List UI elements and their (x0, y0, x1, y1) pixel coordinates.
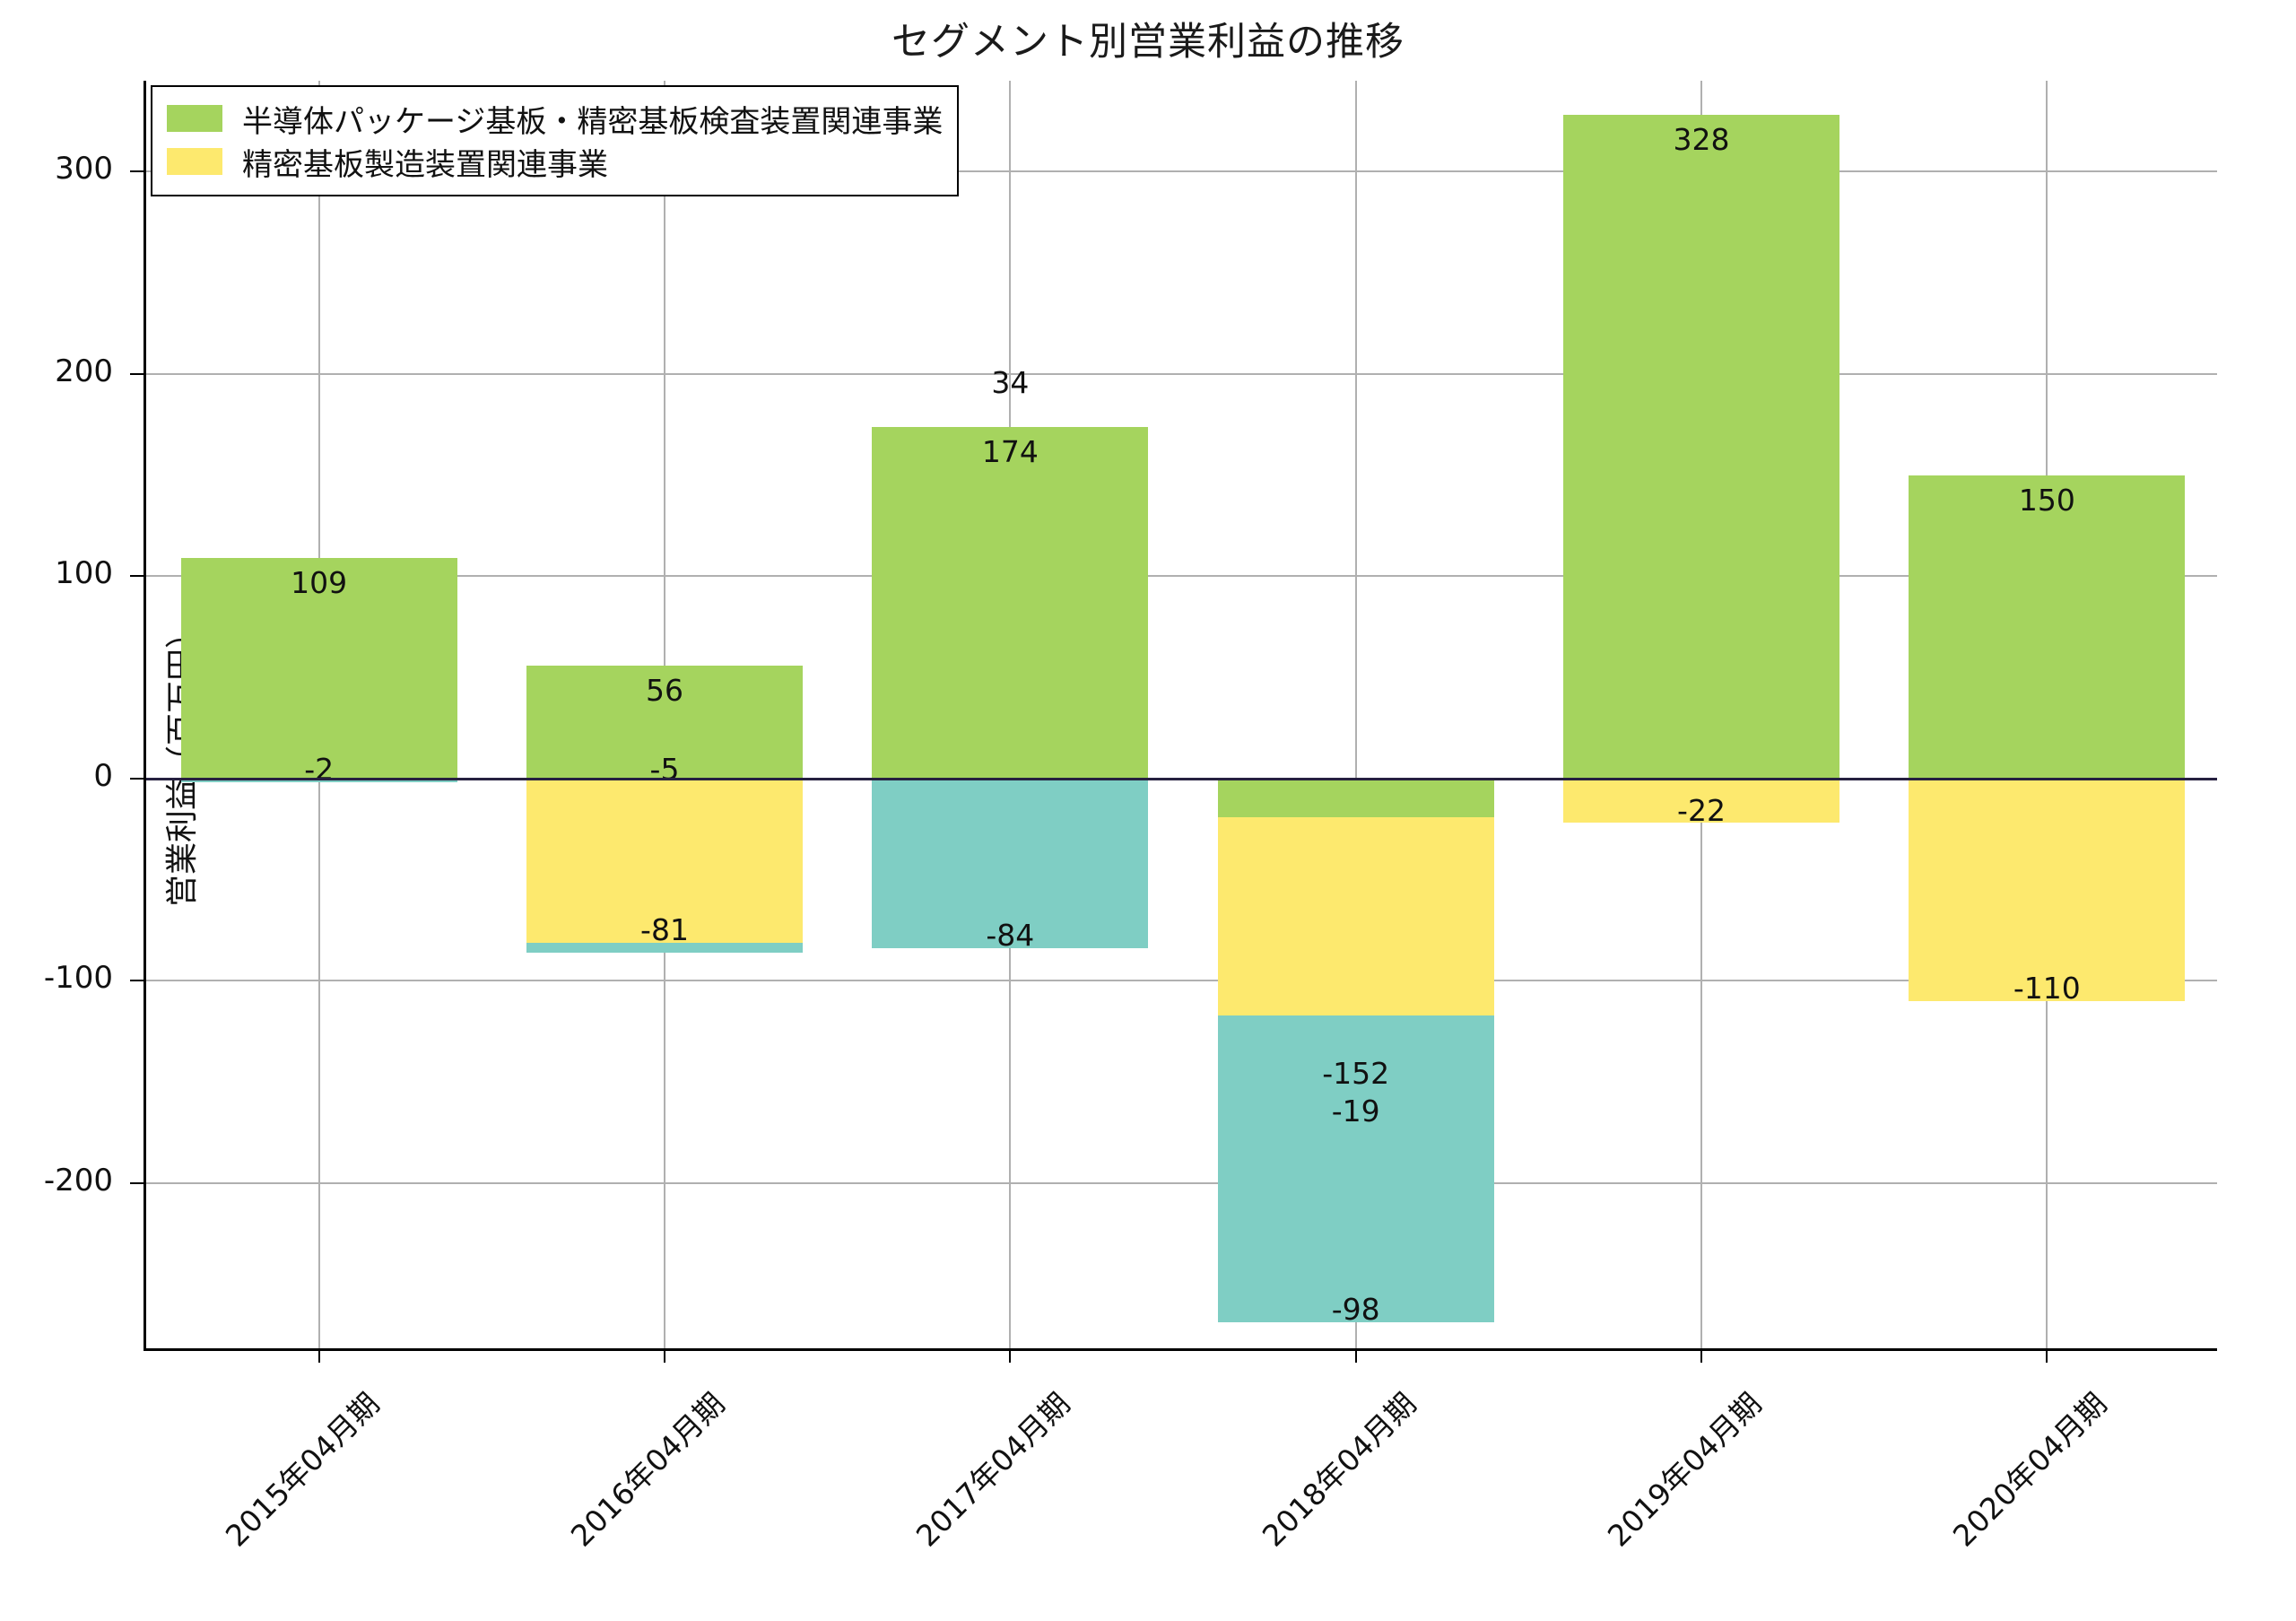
x-axis-tick-label: 2017年04月期 (909, 1385, 1077, 1554)
y-axis-tick (130, 575, 146, 578)
x-axis-tick-label: 2016年04月期 (563, 1385, 732, 1554)
gridline-horizontal (146, 170, 2217, 173)
gridline-horizontal (146, 372, 2217, 375)
y-axis-tick-label: 0 (93, 757, 113, 794)
bar-segment[interactable] (1217, 778, 1494, 817)
bar-segment[interactable] (1217, 1015, 1494, 1323)
gridline-vertical (1354, 81, 1357, 1348)
bar-segment[interactable] (1909, 778, 2186, 1001)
x-axis-tick (1700, 1348, 1702, 1363)
bar-segment[interactable] (1562, 115, 1840, 779)
bar-segment[interactable] (1217, 816, 1494, 1015)
y-axis-tick-label: -100 (43, 960, 113, 997)
gridline-horizontal (146, 575, 2217, 578)
zero-baseline (146, 777, 2217, 780)
legend-item-label: 半導体パッケージ基板・精密基板検査装置関連事業 (242, 103, 944, 140)
x-axis-tick-label: 2019年04月期 (1600, 1385, 1769, 1554)
y-axis-tick-label: 100 (55, 555, 113, 592)
x-axis-tick (664, 1348, 665, 1363)
plot-inner: -200 -100 0 100 200 300 2015年04月期 2016年04月期 2017… (44, 81, 2217, 1554)
legend-item[interactable]: 精密基板製造装置関連事業 (167, 140, 943, 183)
bar-segment[interactable] (526, 665, 804, 779)
x-axis-tick-label: 2015年04月期 (218, 1385, 387, 1554)
y-axis-tick-label: -200 (43, 1162, 113, 1198)
y-axis-tick (130, 1181, 146, 1184)
x-axis-tick-label: 2018年04月期 (1255, 1385, 1423, 1554)
x-axis-tick (317, 1348, 320, 1363)
x-axis-tick-label: 2020年04月期 (1946, 1385, 2114, 1554)
chart-root: セグメント別営業利益の推移 営業利益（百万円） -200-10001002003… (44, 20, 2217, 1554)
legend-color-swatch (167, 148, 222, 175)
bar-segment[interactable] (526, 942, 804, 953)
plot-area: -200 -100 0 100 200 300 2015年04月期 2016年04月期 2017… (44, 81, 2217, 1554)
chart-legend: 半導体パッケージ基板・精密基板検査装置関連事業 精密基板製造装置関連事業 (151, 85, 960, 196)
legend-item[interactable]: 半導体パッケージ基板・精密基板検査装置関連事業 (167, 97, 943, 140)
bar-segment[interactable] (1562, 778, 1840, 824)
bar-segment[interactable] (180, 778, 457, 783)
y-axis-tick (130, 980, 146, 982)
bar-segment[interactable] (872, 426, 1149, 779)
bar-segment[interactable] (1909, 475, 2186, 779)
x-axis-tick (1009, 1348, 1012, 1363)
gridline-horizontal (146, 1181, 2217, 1184)
bar-segment[interactable] (526, 778, 804, 943)
x-axis-tick (1354, 1348, 1357, 1363)
legend-item-label: 精密基板製造装置関連事業 (242, 146, 608, 183)
gridline-horizontal (146, 980, 2217, 982)
y-axis-tick-label: 200 (55, 353, 113, 389)
bar-segment[interactable] (872, 778, 1149, 949)
y-axis-tick (130, 372, 146, 375)
page-title: セグメント別営業利益の推移 (891, 20, 1405, 65)
bar-segment[interactable] (180, 558, 457, 779)
y-axis-tick (130, 170, 146, 173)
x-axis-tick (2046, 1348, 2048, 1363)
y-axis-tick-label: 300 (55, 151, 113, 187)
legend-color-swatch (167, 105, 222, 132)
y-axis-tick (130, 777, 146, 780)
